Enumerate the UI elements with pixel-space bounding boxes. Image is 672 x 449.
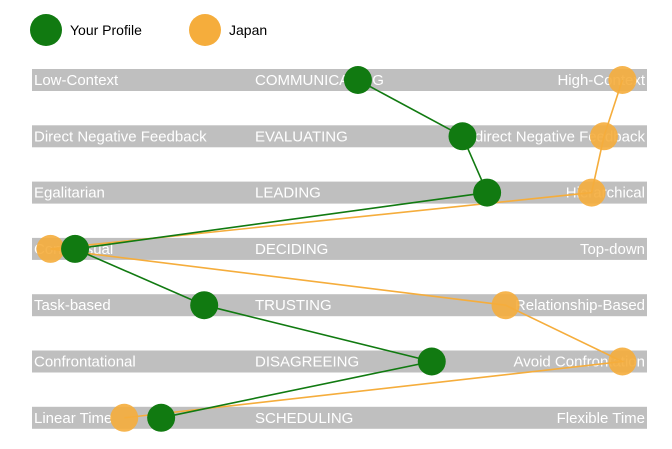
japan-point [608, 347, 637, 376]
japan-point [589, 122, 618, 151]
profile-point [417, 347, 446, 376]
japan-point [608, 66, 637, 94]
dimension-band [32, 237, 647, 260]
legend-label: Your Profile [70, 22, 142, 38]
dimension-band [32, 125, 647, 148]
profile-point [147, 403, 176, 432]
dimension-band [32, 69, 647, 91]
dimension-band [32, 350, 647, 373]
legend: Your Profile Japan [30, 14, 267, 46]
dimension-right-label: Indirect Negative Feedback [462, 128, 645, 145]
dimension-name-label: DISAGREEING [255, 354, 359, 371]
dimension-name-label: LEADING [255, 185, 321, 202]
japan-point [577, 178, 606, 207]
profile-point [343, 66, 372, 94]
dimension-right-label: Flexible Time [557, 410, 645, 427]
dimension-name-label: TRUSTING [255, 297, 332, 314]
dimension-left-label: Confrontational [34, 354, 136, 371]
japan-point [491, 291, 520, 320]
dimension-name-label: DECIDING [255, 241, 328, 258]
dimension-left-label: Task-based [34, 297, 111, 314]
legend-label: Japan [229, 22, 267, 38]
dimension-left-label: Linear Time [34, 410, 112, 427]
legend-swatch [30, 14, 62, 46]
dimension-left-label: Low-Context [34, 72, 119, 89]
dimension-left-label: Direct Negative Feedback [34, 128, 207, 145]
profile-point [61, 234, 90, 263]
legend-swatch [189, 14, 221, 46]
dimension-left-label: Egalitarian [34, 185, 105, 202]
profile-point [448, 122, 477, 151]
profile-point [190, 291, 219, 320]
japan-point [110, 403, 139, 432]
series-point-layer [36, 66, 637, 432]
dimension-right-label: Top-down [580, 241, 645, 258]
dimension-name-label: EVALUATING [255, 128, 348, 145]
profile-point [473, 178, 502, 207]
japan-point [36, 234, 65, 263]
dimension-right-label: Relationship-Based [515, 297, 645, 314]
band-layer [32, 69, 647, 429]
dimension-name-label: SCHEDULING [255, 410, 353, 427]
dimension-band [32, 181, 647, 204]
